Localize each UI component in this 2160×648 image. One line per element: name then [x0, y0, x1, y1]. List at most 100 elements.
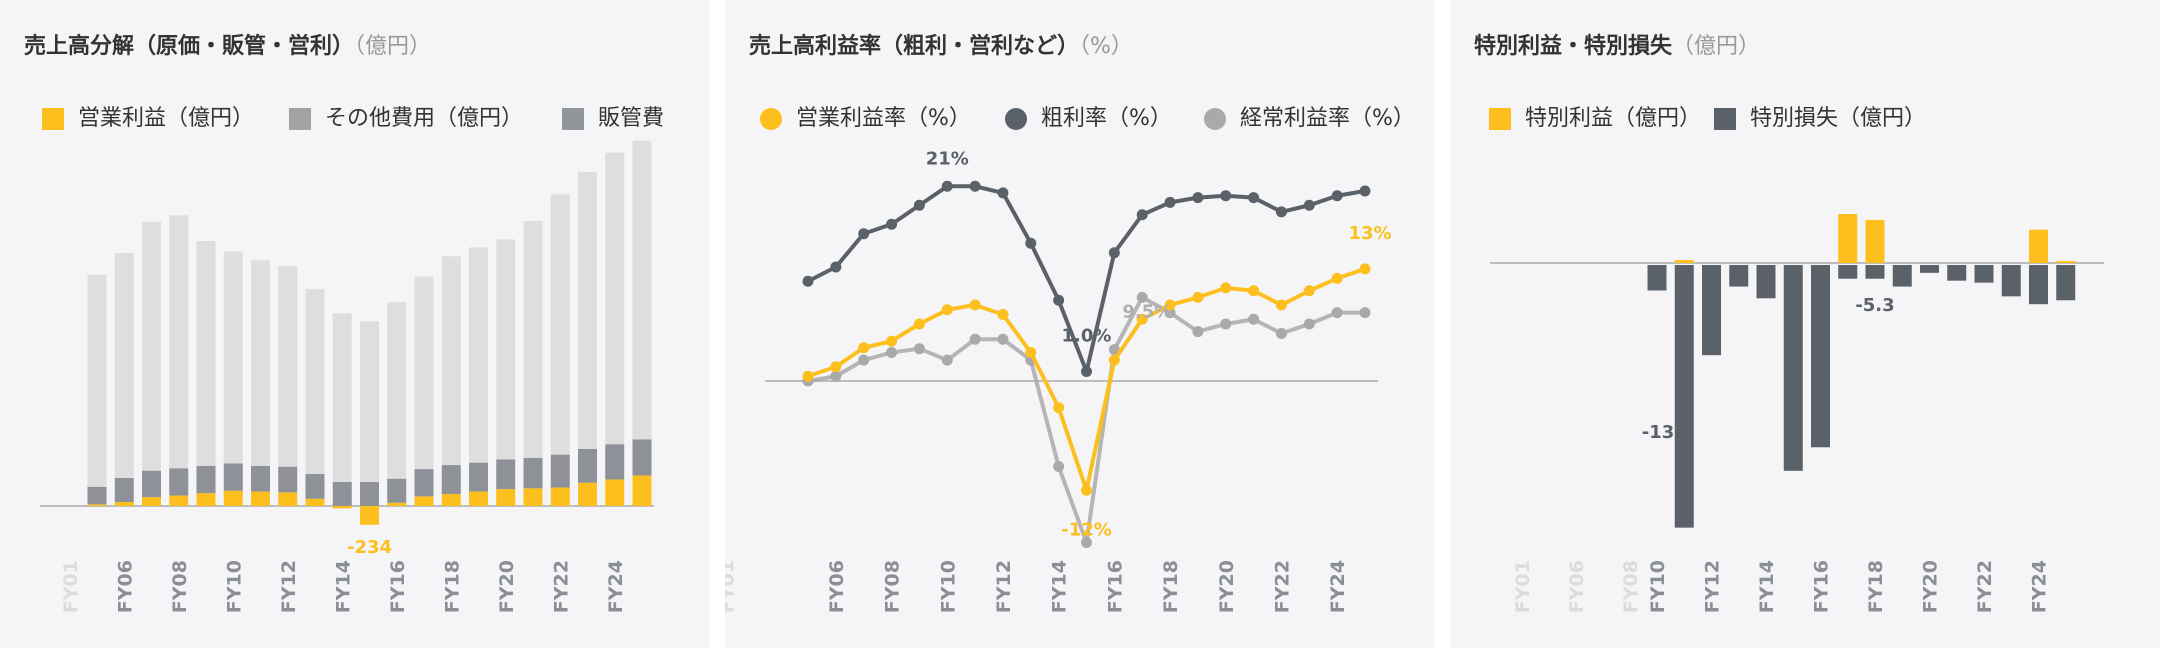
bar-segment — [87, 486, 107, 505]
bar-segment — [87, 274, 107, 487]
legend-item-sga[interactable]: 販管費 — [562, 104, 664, 134]
chart-title: 売上高分解（原価・販管・営利）（億円） — [24, 34, 432, 59]
bar-loss — [2029, 265, 2048, 305]
legend-item-ordinary-margin[interactable]: 経常利益率（%） — [1204, 104, 1415, 134]
data-point — [941, 354, 953, 366]
data-point — [1248, 285, 1260, 297]
bar-segment — [550, 487, 570, 506]
x-tick-label: FY12 — [993, 560, 1015, 613]
bar-loss — [1920, 265, 1939, 273]
data-point — [1192, 192, 1204, 204]
bar-segment — [414, 276, 434, 470]
bar-loss — [1892, 265, 1912, 287]
bar-segment — [169, 495, 189, 506]
bar-gain — [1838, 214, 1858, 263]
bar-segment — [87, 504, 107, 506]
legend-item-extraordinary-loss[interactable]: 特別損失（億円） — [1714, 104, 1926, 134]
x-tick-label: FY22 — [1271, 560, 1293, 613]
x-tick-label: FY14 — [1756, 560, 1778, 613]
bar-segment — [223, 251, 243, 464]
data-point — [1248, 313, 1260, 325]
x-tick-label: FY14 — [332, 560, 354, 613]
bar-segment — [360, 321, 379, 482]
data-point — [1081, 366, 1092, 377]
x-tick-label: FY22 — [1974, 560, 1996, 613]
data-point — [1108, 247, 1120, 259]
data-point — [1136, 291, 1148, 303]
bar-segment — [523, 488, 543, 506]
data-point — [1053, 461, 1065, 472]
legend-swatch — [1204, 108, 1226, 130]
legend-item-other-expenses[interactable]: その他費用（億円） — [289, 104, 523, 134]
bar-chart: -134 -5.3 FY01 FY06 FY08 FY10 FY12 FY14 FY16 FY18… — [1490, 214, 2104, 613]
bar-segment — [605, 152, 625, 445]
bar-loss — [1702, 265, 1721, 356]
data-point — [1303, 199, 1315, 211]
bar-segment — [496, 459, 516, 490]
bar-segment — [169, 215, 189, 469]
bar-segment — [278, 265, 298, 467]
data-point — [1136, 209, 1148, 221]
data-point — [1303, 285, 1315, 297]
bar-segment — [142, 497, 161, 506]
bar-segment — [114, 477, 134, 502]
x-tick-label: FY22 — [550, 560, 572, 613]
data-point — [1164, 196, 1176, 208]
data-point — [886, 335, 898, 347]
data-label: 9.5% — [1122, 302, 1172, 323]
bar-loss — [1647, 265, 1667, 291]
bar-segment — [414, 469, 434, 497]
bar-segment — [632, 140, 652, 440]
bar-gain — [1674, 260, 1694, 263]
legend: 特別利益（億円） 特別損失（億円） — [1450, 104, 2160, 134]
x-tick-label: FY01 — [1512, 560, 1534, 613]
data-label: -12% — [1061, 519, 1112, 540]
chart-title: 特別利益・特別損失（億円） — [1474, 34, 1761, 59]
legend-item-gross-margin[interactable]: 粗利率（%） — [1005, 104, 1172, 134]
legend-item-operating-margin[interactable]: 営業利益率（%） — [760, 104, 971, 134]
x-tick-label: FY16 — [1811, 560, 1833, 613]
data-point — [1359, 307, 1371, 319]
chart-title: 売上高利益率（粗利・営利など）（%） — [749, 34, 1133, 59]
bar-segment — [523, 457, 543, 489]
bar-segment — [196, 493, 216, 506]
x-tick-label: FY18 — [1160, 560, 1182, 613]
bar-loss — [1674, 265, 1694, 528]
bar-segment — [605, 479, 625, 506]
bar-gain — [2029, 229, 2048, 263]
bar-segment — [305, 498, 325, 506]
data-point — [1164, 299, 1176, 311]
data-point — [997, 187, 1009, 199]
data-point — [1136, 313, 1148, 325]
data-point — [941, 304, 953, 316]
data-label: 21% — [926, 148, 969, 169]
bar-loss — [1865, 265, 1885, 279]
x-tick-label: FY14 — [1049, 560, 1071, 613]
data-point — [1303, 318, 1315, 330]
bar-segment — [578, 171, 597, 449]
bar-segment — [578, 448, 597, 483]
x-tick-label: FY10 — [1647, 560, 1669, 613]
data-point — [1275, 328, 1287, 339]
bar-segment — [196, 241, 216, 466]
panel-extraordinary: 特別利益・特別損失（億円） 特別利益（億円） 特別損失（億円） -134 -5.3… — [1450, 0, 2160, 648]
legend-item-operating-profit[interactable]: 営業利益（億円） — [42, 104, 254, 134]
data-label: 1.0% — [1062, 326, 1112, 347]
bar-segment — [278, 492, 298, 506]
data-point — [1331, 272, 1343, 284]
data-point — [886, 347, 898, 358]
bar-gain — [1865, 219, 1885, 263]
data-point — [969, 333, 981, 345]
bar-segment — [305, 473, 325, 499]
data-point — [1248, 192, 1260, 204]
bar-segment — [414, 496, 434, 506]
data-point — [1108, 354, 1120, 366]
legend-item-extraordinary-gain[interactable]: 特別利益（億円） — [1489, 104, 1701, 134]
legend-swatch — [1005, 108, 1027, 130]
bar-segment — [278, 466, 298, 493]
x-tick-label: FY08 — [882, 560, 904, 613]
data-point — [1220, 318, 1232, 330]
data-point — [997, 309, 1009, 320]
legend: 営業利益率（%） 粗利率（%） 経常利益率（%） — [725, 104, 1434, 134]
data-point — [1220, 282, 1232, 294]
